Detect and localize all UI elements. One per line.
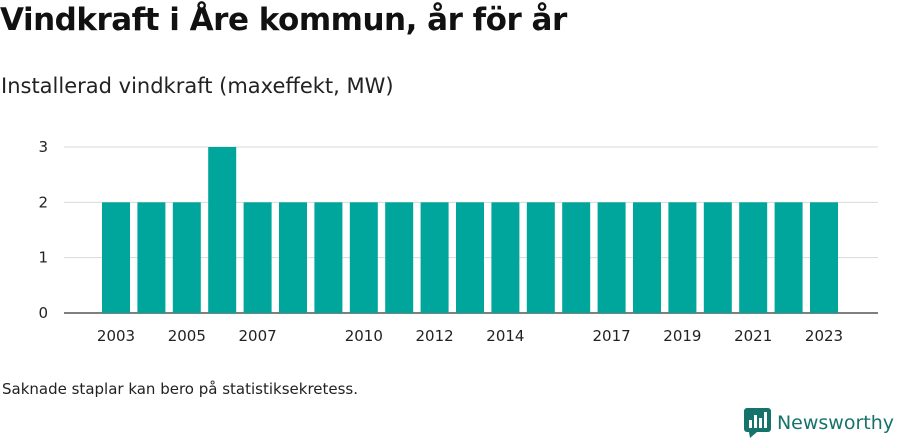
y-tick-label: 0 xyxy=(38,304,48,322)
bar-chart: 0 1 2 3 2003 2005 2007 2010 2012 2014 2017 2019 202… xyxy=(38,138,878,345)
y-tick-label: 3 xyxy=(38,138,48,156)
bar xyxy=(633,202,661,313)
brand-logo[interactable]: Newsworthy xyxy=(743,408,894,438)
chart-subtitle: Installerad vindkraft (maxeffekt, MW) xyxy=(1,74,394,98)
bar xyxy=(597,202,626,313)
bar xyxy=(102,202,130,313)
x-axis-labels: 2003 2005 2007 2010 2012 2014 2017 2019 2021 2023 xyxy=(97,327,843,345)
bar xyxy=(349,202,378,313)
x-tick-label: 2010 xyxy=(345,327,383,345)
x-tick-label: 2012 xyxy=(416,327,454,345)
bar xyxy=(279,202,307,313)
x-tick-label: 2017 xyxy=(593,327,631,345)
bar xyxy=(526,202,555,313)
bar xyxy=(739,202,768,313)
bar xyxy=(562,202,591,313)
bar xyxy=(385,202,414,313)
newsworthy-logo-icon xyxy=(743,408,771,438)
bar xyxy=(314,202,343,313)
bar xyxy=(420,202,449,313)
bar xyxy=(774,202,803,313)
bars xyxy=(102,147,838,313)
bar xyxy=(810,202,838,313)
x-tick-label: 2019 xyxy=(663,327,701,345)
bar xyxy=(137,202,166,313)
bar xyxy=(668,202,697,313)
x-tick-label: 2007 xyxy=(239,327,277,345)
x-tick-label: 2003 xyxy=(97,327,135,345)
bar xyxy=(456,202,484,313)
x-tick-label: 2014 xyxy=(486,327,524,345)
bar xyxy=(172,202,201,313)
bar xyxy=(208,147,237,313)
chart-title: Vindkraft i Åre kommun, år för år xyxy=(0,2,567,38)
footnote: Saknade staplar kan bero på statistiksek… xyxy=(2,380,359,398)
bar xyxy=(703,202,732,313)
bar xyxy=(243,202,272,313)
bar xyxy=(491,202,520,313)
x-tick-label: 2023 xyxy=(805,327,843,345)
y-tick-label: 2 xyxy=(38,193,48,211)
y-tick-label: 1 xyxy=(38,249,48,267)
x-tick-label: 2021 xyxy=(734,327,772,345)
y-axis-labels: 0 1 2 3 xyxy=(38,138,48,322)
brand-name: Newsworthy xyxy=(776,412,894,434)
x-tick-label: 2005 xyxy=(168,327,206,345)
